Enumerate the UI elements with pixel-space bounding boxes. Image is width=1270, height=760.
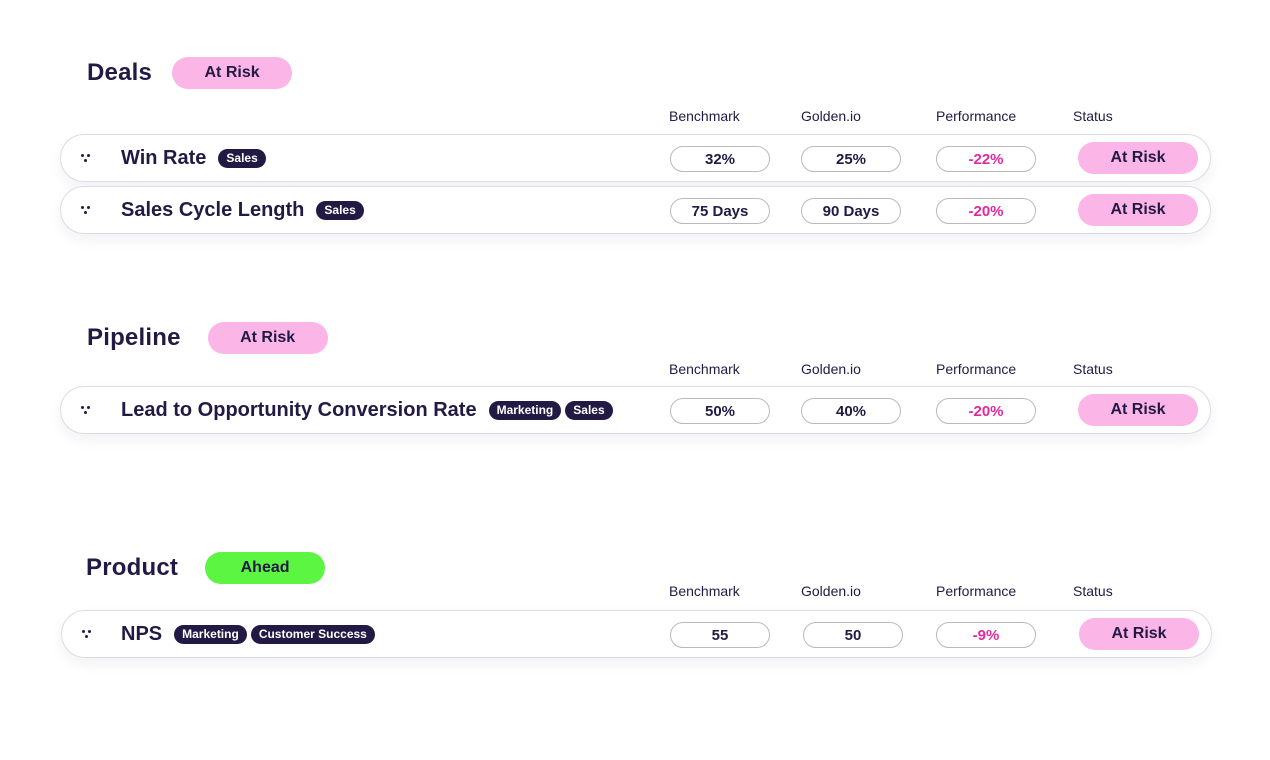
column-header-performance: Performance — [936, 108, 1017, 124]
metric-name: Sales Cycle Length — [121, 198, 305, 221]
metric-label: NPS Marketing Customer Success — [121, 611, 379, 657]
benchmark-value: 75 Days — [670, 198, 770, 224]
column-header-benchmark: Benchmark — [669, 361, 740, 377]
section-status-badge: Ahead — [205, 552, 326, 584]
benchmark-value: 50% — [670, 398, 770, 424]
tag-badge: Sales — [565, 400, 613, 420]
status-button[interactable]: At Risk — [1078, 394, 1198, 426]
metric-name: Win Rate — [121, 146, 207, 169]
section-header-deals: Deals At Risk — [87, 57, 293, 89]
performance-value: -9% — [936, 622, 1036, 648]
column-header-golden: Golden.io — [801, 108, 861, 124]
benchmark-value: 32% — [670, 146, 770, 172]
section-header-pipeline: Pipeline At Risk — [87, 322, 328, 354]
tag-badge: Marketing — [174, 624, 247, 644]
golden-value: 40% — [801, 398, 901, 424]
section-title: Pipeline — [87, 324, 181, 351]
tag-badge: Sales — [218, 148, 266, 168]
column-header-performance: Performance — [936, 583, 1017, 599]
column-header-status: Status — [1073, 108, 1113, 124]
tag-badge: Sales — [316, 200, 364, 220]
section-title: Product — [86, 554, 179, 581]
golden-value: 50 — [803, 622, 903, 648]
column-header-status: Status — [1073, 361, 1113, 377]
metric-label: Sales Cycle Length Sales — [121, 187, 368, 233]
metric-label: Lead to Opportunity Conversion Rate Mark… — [121, 387, 617, 433]
column-header-benchmark: Benchmark — [669, 108, 740, 124]
metric-row-sales-cycle-length[interactable]: Sales Cycle Length Sales 75 Days 90 Days… — [60, 186, 1211, 234]
column-header-benchmark: Benchmark — [669, 583, 740, 599]
metric-row-nps[interactable]: NPS Marketing Customer Success 55 50 -9%… — [61, 610, 1212, 658]
column-header-status: Status — [1073, 583, 1113, 599]
column-header-golden: Golden.io — [801, 583, 861, 599]
tag-badge: Customer Success — [250, 624, 375, 644]
status-button[interactable]: At Risk — [1078, 194, 1198, 226]
tag-badge: Marketing — [488, 400, 562, 420]
column-header-performance: Performance — [936, 361, 1017, 377]
section-status-badge: At Risk — [207, 322, 328, 354]
performance-value: -22% — [936, 146, 1036, 172]
metric-name: Lead to Opportunity Conversion Rate — [121, 398, 477, 421]
benchmark-value: 55 — [670, 622, 770, 648]
golden-value: 25% — [801, 146, 901, 172]
drag-handle-icon[interactable] — [81, 406, 93, 416]
performance-value: -20% — [936, 198, 1036, 224]
metric-name: NPS — [121, 622, 163, 645]
drag-handle-icon[interactable] — [82, 630, 94, 640]
metric-row-win-rate[interactable]: Win Rate Sales 32% 25% -22% At Risk — [60, 134, 1211, 182]
drag-handle-icon[interactable] — [81, 206, 93, 216]
metric-label: Win Rate Sales — [121, 135, 270, 181]
section-title: Deals — [87, 59, 153, 86]
section-status-badge: At Risk — [172, 57, 293, 89]
status-button[interactable]: At Risk — [1079, 618, 1199, 650]
status-button[interactable]: At Risk — [1078, 142, 1198, 174]
drag-handle-icon[interactable] — [81, 154, 93, 164]
column-header-golden: Golden.io — [801, 361, 861, 377]
section-header-product: Product Ahead — [86, 552, 326, 584]
golden-value: 90 Days — [801, 198, 901, 224]
metric-row-lead-to-opportunity[interactable]: Lead to Opportunity Conversion Rate Mark… — [60, 386, 1211, 434]
performance-value: -20% — [936, 398, 1036, 424]
